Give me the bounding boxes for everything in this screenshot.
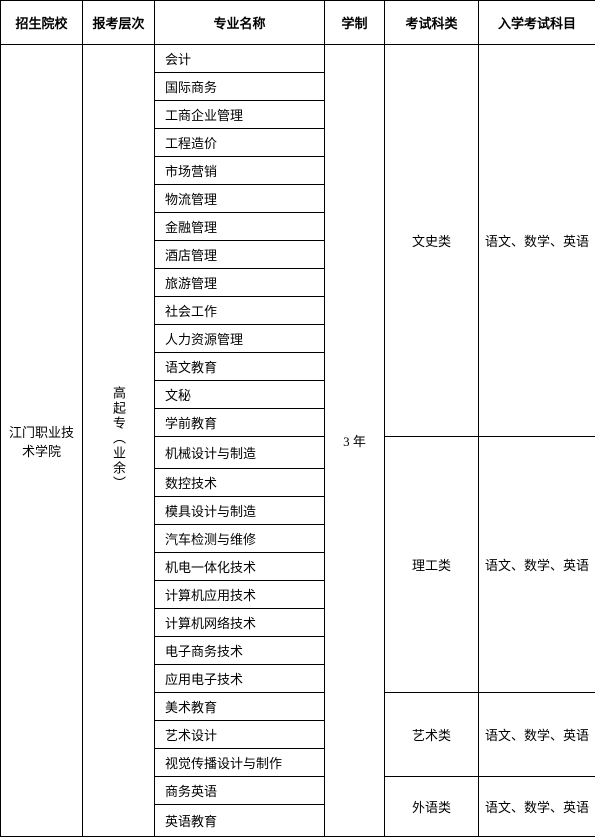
subjects-cell: 语文、数学、英语 [479,777,595,837]
header-school: 招生院校 [1,1,83,45]
major-cell: 汽车检测与维修 [155,525,325,553]
header-subjects: 入学考试科目 [479,1,595,45]
header-duration: 学制 [325,1,385,45]
major-cell: 物流管理 [155,185,325,213]
major-cell: 计算机应用技术 [155,581,325,609]
subjects-cell: 语文、数学、英语 [479,437,595,693]
major-cell: 人力资源管理 [155,325,325,353]
subjects-cell: 语文、数学、英语 [479,693,595,777]
major-cell: 工商企业管理 [155,101,325,129]
category-cell: 艺术类 [385,693,479,777]
category-cell: 外语类 [385,777,479,837]
major-cell: 艺术设计 [155,721,325,749]
major-cell: 学前教育 [155,409,325,437]
major-cell: 会计 [155,45,325,73]
header-category: 考试科类 [385,1,479,45]
major-cell: 酒店管理 [155,241,325,269]
category-cell: 文史类 [385,45,479,437]
table-body: 江门职业技术学院高起专（业余）会计3 年文史类语文、数学、英语国际商务工商企业管… [1,45,595,837]
header-row: 招生院校 报考层次 专业名称 学制 考试科类 入学考试科目 [1,1,595,45]
major-cell: 国际商务 [155,73,325,101]
major-cell: 计算机网络技术 [155,609,325,637]
major-cell: 数控技术 [155,469,325,497]
major-cell: 应用电子技术 [155,665,325,693]
major-cell: 模具设计与制造 [155,497,325,525]
level-cell: 高起专（业余） [83,45,155,837]
duration-cell: 3 年 [325,45,385,837]
major-cell: 工程造价 [155,129,325,157]
major-cell: 机电一体化技术 [155,553,325,581]
table-row: 江门职业技术学院高起专（业余）会计3 年文史类语文、数学、英语 [1,45,595,73]
major-cell: 视觉传播设计与制作 [155,749,325,777]
school-cell: 江门职业技术学院 [1,45,83,837]
major-cell: 机械设计与制造 [155,437,325,469]
subjects-cell: 语文、数学、英语 [479,45,595,437]
major-cell: 市场营销 [155,157,325,185]
major-cell: 英语教育 [155,805,325,837]
header-major: 专业名称 [155,1,325,45]
major-cell: 语文教育 [155,353,325,381]
major-cell: 文秘 [155,381,325,409]
major-cell: 商务英语 [155,777,325,805]
admissions-table: 招生院校 报考层次 专业名称 学制 考试科类 入学考试科目 江门职业技术学院高起… [0,0,595,837]
major-cell: 社会工作 [155,297,325,325]
major-cell: 电子商务技术 [155,637,325,665]
category-cell: 理工类 [385,437,479,693]
major-cell: 美术教育 [155,693,325,721]
major-cell: 金融管理 [155,213,325,241]
header-level: 报考层次 [83,1,155,45]
major-cell: 旅游管理 [155,269,325,297]
